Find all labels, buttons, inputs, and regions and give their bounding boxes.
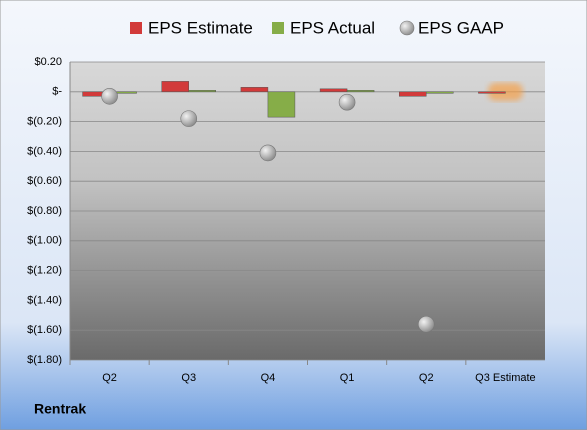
legend-label: EPS Actual — [290, 18, 375, 37]
bar — [426, 91, 454, 94]
bar — [267, 91, 296, 118]
y-tick-label: $(0.60) — [27, 175, 62, 187]
bar — [319, 88, 348, 93]
y-tick-label: $(0.20) — [27, 116, 62, 128]
gaap-point — [101, 87, 118, 105]
x-tick-label: Q3 Estimate — [475, 372, 536, 384]
gaap-point — [180, 110, 198, 127]
y-tick-label: $(0.80) — [27, 205, 62, 217]
x-tick-label: Q3 — [181, 372, 196, 384]
gaap-point — [417, 315, 435, 333]
gaap-point — [338, 93, 356, 111]
y-tick-label: $- — [52, 86, 62, 98]
y-tick-label: $(1.80) — [27, 354, 62, 366]
y-tick-label: $0.20 — [34, 56, 62, 68]
x-tick-label: Q2 — [102, 372, 117, 384]
bar — [478, 91, 506, 94]
bar — [240, 87, 269, 93]
legend-label: EPS GAAP — [418, 18, 504, 37]
bar — [188, 90, 216, 93]
x-tick-label: Q2 — [419, 372, 434, 384]
y-tick-label: $(0.40) — [27, 145, 62, 157]
x-tick-label: Q4 — [261, 372, 276, 384]
y-tick-label: $(1.20) — [27, 265, 62, 277]
bar — [346, 90, 375, 93]
chart-title: Rentrak — [34, 401, 86, 417]
bar — [161, 81, 189, 93]
legend-label: EPS Estimate — [148, 18, 253, 37]
y-tick-label: $(1.60) — [27, 324, 62, 336]
legend-marker — [399, 20, 415, 36]
legend-marker — [130, 22, 142, 34]
y-tick-label: $(1.00) — [27, 235, 62, 247]
y-tick-label: $(1.40) — [27, 294, 62, 306]
gaap-point — [259, 144, 277, 162]
legend-marker — [272, 22, 284, 34]
bar — [399, 91, 427, 97]
x-tick-label: Q1 — [340, 372, 355, 384]
